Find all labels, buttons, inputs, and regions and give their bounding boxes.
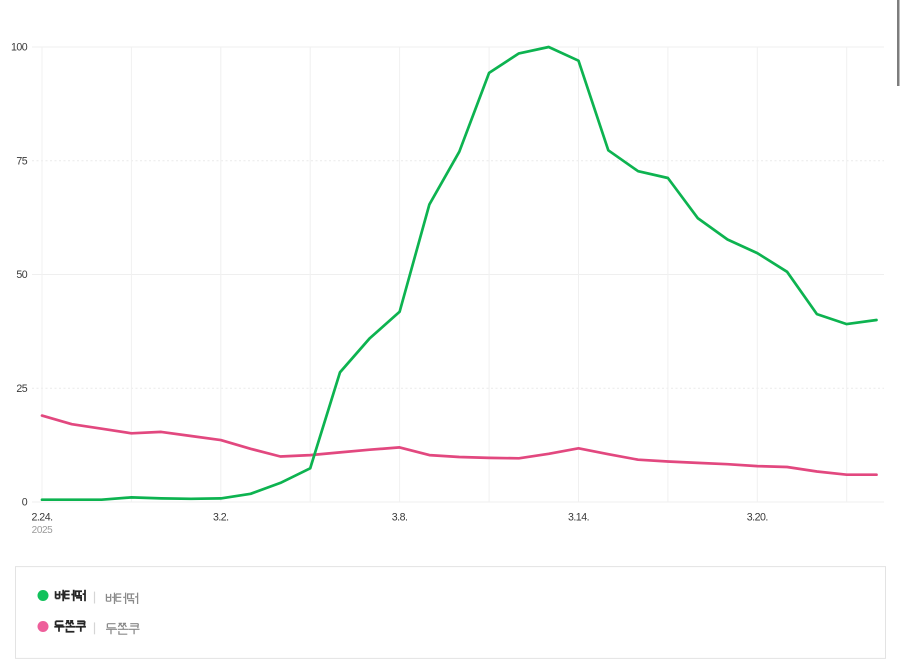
svg-text:3.20.: 3.20. bbox=[747, 512, 768, 524]
svg-text:25: 25 bbox=[16, 383, 27, 395]
svg-text:100: 100 bbox=[11, 42, 28, 54]
svg-text:3.2.: 3.2. bbox=[213, 512, 229, 524]
svg-text:0: 0 bbox=[22, 497, 28, 509]
svg-text:2025: 2025 bbox=[32, 525, 53, 536]
svg-text:2.24.: 2.24. bbox=[31, 512, 52, 524]
svg-text:50: 50 bbox=[16, 269, 27, 281]
svg-text:75: 75 bbox=[16, 155, 27, 167]
svg-text:3.8.: 3.8. bbox=[392, 512, 408, 524]
svg-text:3.14.: 3.14. bbox=[568, 512, 589, 524]
